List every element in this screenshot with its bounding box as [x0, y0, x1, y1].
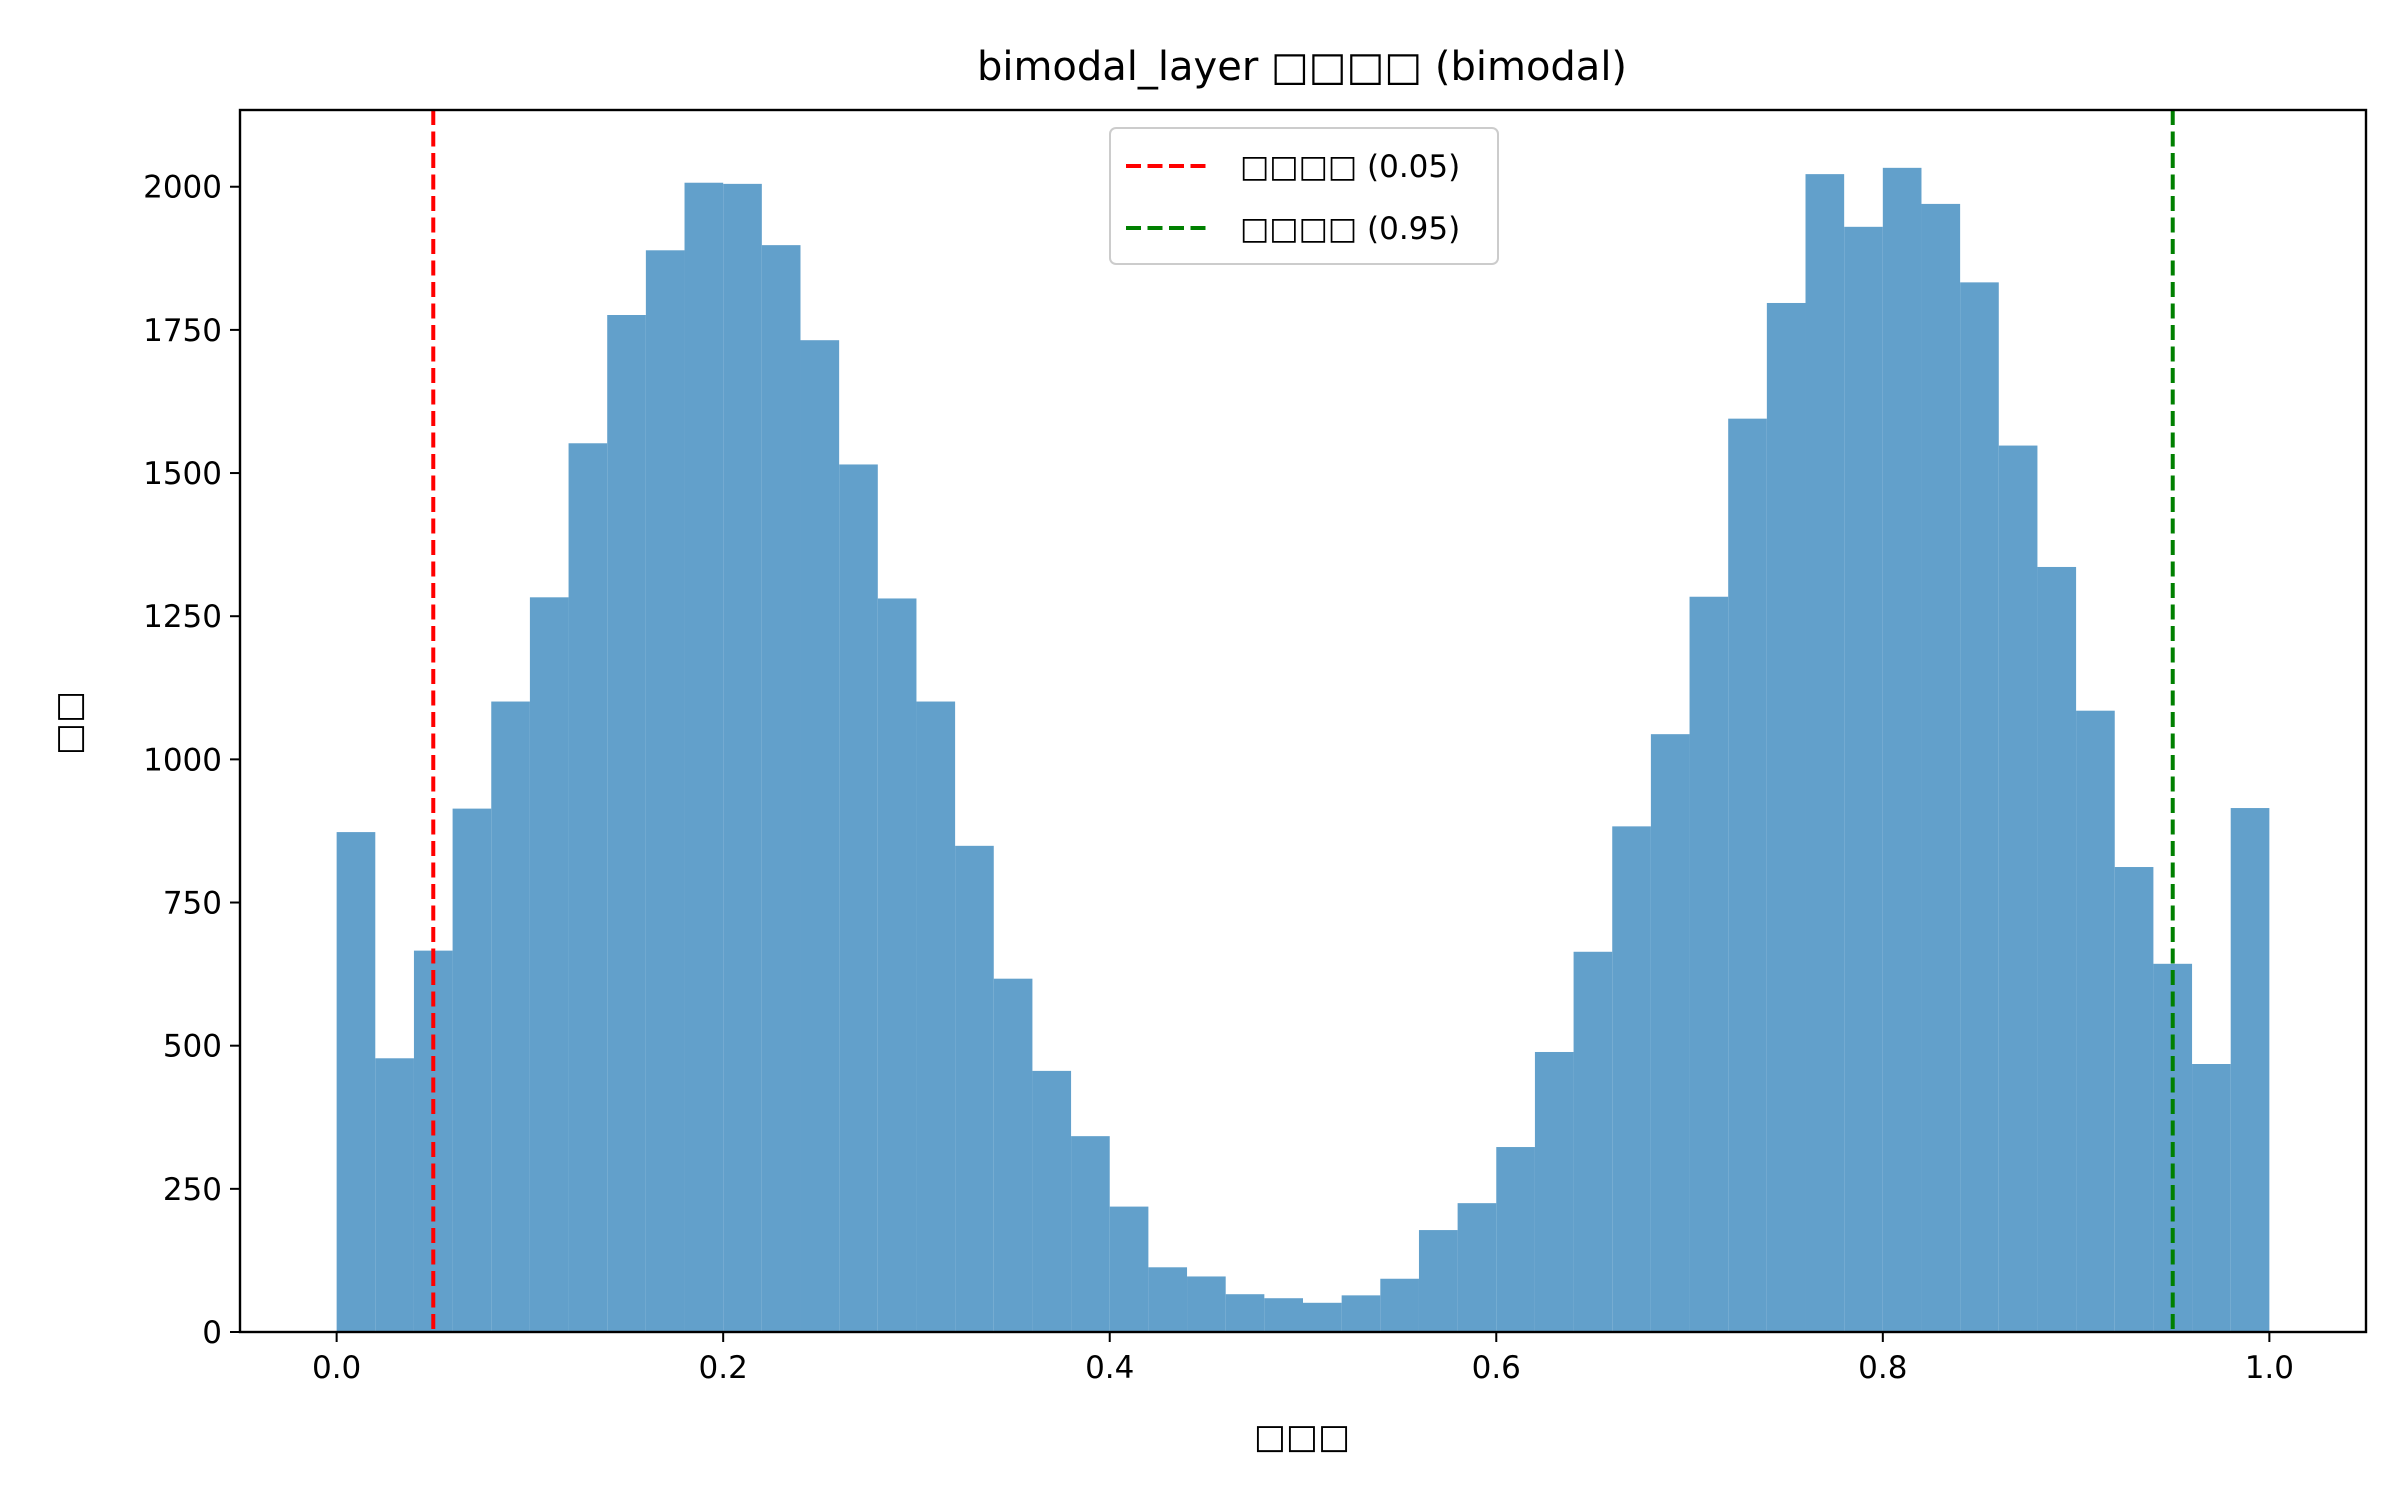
- histogram-bar: [1882, 167, 1922, 1333]
- legend-label: □□□□ (0.05): [1240, 149, 1460, 185]
- x-tick-label: 0.2: [699, 1350, 748, 1386]
- x-axis-label: □□□: [1254, 1417, 1350, 1457]
- histogram-bar: [1341, 1295, 1381, 1332]
- histogram-bar: [529, 597, 569, 1332]
- histogram-bar: [1071, 1136, 1110, 1332]
- histogram-bar: [452, 808, 492, 1332]
- histogram-bar: [800, 340, 840, 1332]
- plot-frame: [238, 108, 2368, 1334]
- histogram-bar: [993, 978, 1033, 1332]
- histogram-bar: [2037, 566, 2077, 1332]
- histogram-bar: [916, 701, 956, 1332]
- histogram-bar: [2076, 710, 2115, 1332]
- y-tick-label: 250: [163, 1172, 222, 1208]
- histogram-bar: [2230, 808, 2270, 1332]
- y-axis-label: □□: [49, 691, 89, 755]
- histogram-bar: [839, 464, 878, 1332]
- histogram-bar: [723, 183, 762, 1332]
- histogram-bar: [1187, 1276, 1226, 1332]
- histogram-bar: [955, 845, 994, 1332]
- x-tick-label: 0.4: [1085, 1350, 1134, 1386]
- histogram-bar: [1534, 1051, 1574, 1332]
- x-tick-label: 0.8: [1858, 1350, 1907, 1386]
- histogram-bars: [336, 167, 2270, 1333]
- threshold-lines: [431, 110, 2175, 1332]
- histogram-bar: [491, 701, 530, 1332]
- histogram-bar: [1766, 302, 1806, 1332]
- histogram-bar: [1264, 1298, 1303, 1332]
- histogram-bar: [1496, 1147, 1535, 1332]
- histogram-bar: [1650, 734, 1690, 1332]
- histogram-bar: [1844, 226, 1883, 1332]
- y-tick-label: 500: [163, 1029, 222, 1065]
- histogram-bar: [877, 598, 917, 1332]
- histogram-bar: [1998, 445, 2038, 1333]
- y-tick-label: 1250: [143, 599, 222, 635]
- histogram-bar: [2114, 867, 2154, 1332]
- histogram-bar: [1689, 596, 1729, 1332]
- histogram-bar: [1457, 1203, 1497, 1332]
- histogram-bar: [645, 250, 685, 1333]
- histogram-bar: [607, 315, 646, 1332]
- y-tick-label: 1000: [143, 742, 222, 778]
- histogram-bar: [568, 443, 608, 1333]
- x-tick-label: 1.0: [2245, 1350, 2294, 1386]
- y-axis-ticks: 0 250 500 750 1000 1250 1500 1750 2000: [143, 170, 240, 1351]
- y-tick-label: 750: [163, 886, 222, 922]
- legend: □□□□ (0.05) □□□□ (0.95): [1109, 127, 1499, 265]
- histogram-bar: [1148, 1267, 1188, 1332]
- histogram-bar: [684, 182, 724, 1332]
- histogram-bar: [1728, 418, 1767, 1332]
- histogram-bar: [336, 832, 376, 1332]
- histogram-bar: [1225, 1294, 1265, 1332]
- y-tick-label: 2000: [143, 170, 222, 206]
- y-tick-label: 1750: [143, 313, 222, 349]
- histogram-bar: [1418, 1230, 1458, 1332]
- histogram-bar: [1612, 826, 1651, 1332]
- chart-title: bimodal_layer □□□□ (bimodal): [977, 44, 1627, 90]
- x-tick-label: 0.0: [312, 1350, 361, 1386]
- x-tick-label: 0.6: [1472, 1350, 1521, 1386]
- histogram-bar: [375, 1058, 414, 1332]
- histogram-bar: [761, 245, 801, 1333]
- histogram-bar: [1303, 1302, 1342, 1332]
- x-axis-ticks: 0.0 0.2 0.4 0.6 0.8 1.0: [312, 1332, 2294, 1386]
- y-tick-label: 0: [202, 1315, 222, 1351]
- y-tick-label: 1500: [143, 456, 222, 492]
- histogram-bar: [1380, 1278, 1419, 1332]
- legend-box: [1109, 127, 1499, 265]
- histogram-bar: [1573, 951, 1613, 1332]
- histogram-bar: [1805, 174, 1845, 1332]
- histogram-bar: [1109, 1206, 1149, 1332]
- histogram-bar: [2192, 1064, 2231, 1332]
- histogram-bar: [1032, 1070, 1072, 1332]
- legend-label: □□□□ (0.95): [1240, 211, 1460, 247]
- histogram-bar: [1960, 282, 1999, 1333]
- histogram-bar: [1921, 203, 1961, 1333]
